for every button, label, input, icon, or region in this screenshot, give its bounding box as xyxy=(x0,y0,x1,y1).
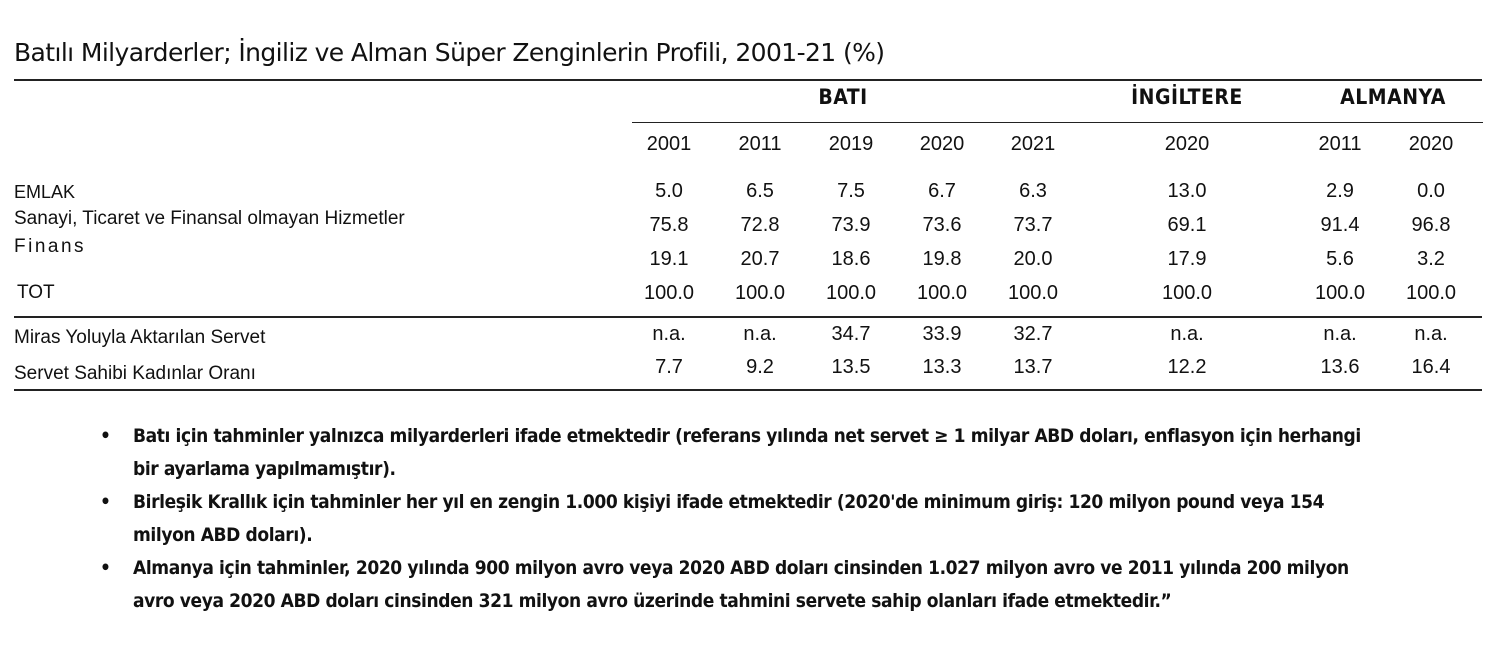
table-cell: 7.7 xyxy=(655,356,683,378)
table-cell: 9.2 xyxy=(746,356,774,378)
footnote: • Almanya için tahminler, 2020 yılında 9… xyxy=(100,552,1390,618)
table-cell: 100.0 xyxy=(1007,282,1059,304)
year-header: 2001 xyxy=(646,133,692,155)
table-cell: 18.6 xyxy=(831,248,871,270)
table-cell: 12.2 xyxy=(1167,356,1207,378)
table-cell: 13.6 xyxy=(1320,356,1360,378)
table-cell: 20.7 xyxy=(740,248,780,270)
table-cell: n.a. xyxy=(743,323,777,345)
table-cell: 7.5 xyxy=(837,180,865,202)
year-header: 2021 xyxy=(1010,133,1056,155)
table-cell: 34.7 xyxy=(831,323,871,345)
row-label-kadinlar: Servet Sahibi Kadınlar Oranı xyxy=(14,363,256,384)
table-cell: 100.0 xyxy=(643,282,695,304)
table-cell: n.a. xyxy=(1170,323,1204,345)
table-cell: 100.0 xyxy=(1314,282,1366,304)
row-label-miras: Miras Yoluyla Aktarılan Servet xyxy=(14,327,266,348)
table-cell: n.a. xyxy=(1323,323,1357,345)
table-cell: 73.7 xyxy=(1013,214,1053,236)
table-cell: 100.0 xyxy=(916,282,968,304)
table-cell: 69.1 xyxy=(1167,214,1207,236)
table-cell: 16.4 xyxy=(1411,356,1451,378)
table-cell: n.a. xyxy=(1414,323,1448,345)
table-cell: 19.1 xyxy=(649,248,689,270)
footnote: • Batı için tahminler yalnızca milyarder… xyxy=(100,420,1390,486)
table-cell: 73.9 xyxy=(831,214,871,236)
top-rule xyxy=(14,79,1482,81)
year-header: 2011 xyxy=(1318,133,1362,155)
table-cell: 100.0 xyxy=(734,282,786,304)
table-cell: 100.0 xyxy=(825,282,877,304)
row-label-sanayi: Sanayi, Ticaret ve Finansal olmayan Hizm… xyxy=(14,208,405,229)
table-cell: 13.0 xyxy=(1167,180,1207,202)
table-cell: n.a. xyxy=(652,323,686,345)
section-rule xyxy=(14,316,1482,318)
group-header-bati: BATI xyxy=(818,85,868,109)
table-cell: 20.0 xyxy=(1013,248,1053,270)
row-label-tot: TOT xyxy=(17,282,55,303)
table-cell: 13.3 xyxy=(922,356,962,378)
table-cell: 72.8 xyxy=(740,214,780,236)
group-header-ingiltere: İNGİLTERE xyxy=(1131,85,1243,109)
table-cell: 19.8 xyxy=(922,248,962,270)
row-label-emlak: EMLAK xyxy=(14,182,76,202)
table-cell: 73.6 xyxy=(922,214,962,236)
table-cell: 5.0 xyxy=(655,180,683,202)
footnote: • Birleşik Krallık için tahminler her yı… xyxy=(100,486,1390,552)
year-header: 2019 xyxy=(828,133,874,155)
footnote-text: Birleşik Krallık için tahminler her yıl … xyxy=(133,491,1325,546)
table-cell: 2.9 xyxy=(1326,180,1354,202)
table-cell: 96.8 xyxy=(1411,214,1451,236)
table-cell: 5.6 xyxy=(1326,248,1354,270)
year-header: 2020 xyxy=(919,133,965,155)
year-header: 2020 xyxy=(1408,133,1454,155)
bullet-icon: • xyxy=(100,557,111,579)
table-cell: 0.0 xyxy=(1417,180,1445,202)
table-cell: 32.7 xyxy=(1013,323,1053,345)
table-cell: 17.9 xyxy=(1167,248,1207,270)
bottom-rule xyxy=(14,389,1482,391)
table-cell: 6.3 xyxy=(1019,180,1047,202)
year-header: 2011 xyxy=(738,133,782,155)
row-label-finans: Finans xyxy=(14,236,87,257)
table-cell: 6.7 xyxy=(928,180,956,202)
bullet-icon: • xyxy=(100,491,111,513)
table-cell: 6.5 xyxy=(746,180,774,202)
footnote-text: Almanya için tahminler, 2020 yılında 900… xyxy=(133,557,1349,612)
year-header: 2020 xyxy=(1164,133,1210,155)
footnote-text: Batı için tahminler yalnızca milyarderle… xyxy=(133,425,1361,480)
table-cell: 91.4 xyxy=(1320,214,1360,236)
bullet-icon: • xyxy=(100,425,111,447)
table-cell: 100.0 xyxy=(1405,282,1457,304)
table-cell: 3.2 xyxy=(1417,248,1445,270)
header-rule xyxy=(632,122,1483,123)
table-cell: 13.7 xyxy=(1013,356,1053,378)
footnotes: • Batı için tahminler yalnızca milyarder… xyxy=(100,420,1390,618)
table-cell: 33.9 xyxy=(922,323,962,345)
table-cell: 75.8 xyxy=(649,214,689,236)
table-title: Batılı Milyarderler; İngiliz ve Alman Sü… xyxy=(14,38,885,67)
table-cell: 100.0 xyxy=(1161,282,1213,304)
table-cell: 13.5 xyxy=(831,356,871,378)
group-header-almanya: ALMANYA xyxy=(1340,85,1446,109)
